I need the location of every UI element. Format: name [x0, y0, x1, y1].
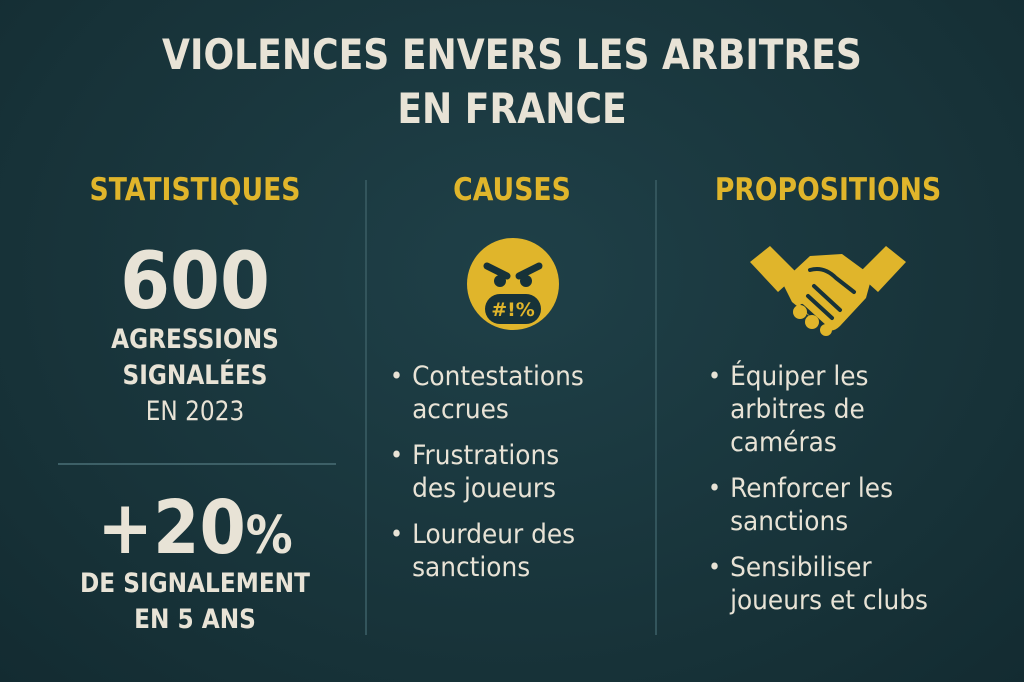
list-item: Renforcer les sanctions: [708, 472, 984, 538]
causes-list: Contestations accrues Frustrations des j…: [390, 360, 650, 597]
page-title: VIOLENCES ENVERS LES ARBITRES EN FRANCE: [72, 28, 953, 136]
handshake-icon: [748, 240, 908, 340]
proposition-2-line-1: Renforcer les: [730, 473, 894, 504]
cause-1-line-1: Contestations: [412, 361, 584, 392]
proposition-2-line-2: sanctions: [730, 506, 849, 537]
stat-aggressions-caption-line-3: EN 2023: [145, 396, 245, 427]
stat-increase-caption: DE SIGNALEMENT EN 5 ANS: [62, 566, 329, 638]
cause-2-line-2: des joueurs: [412, 473, 557, 504]
title-line-1: VIOLENCES ENVERS LES ARBITRES: [162, 30, 862, 79]
stat-aggressions-value: 600: [120, 237, 270, 327]
proposition-1-line-2: arbitres de: [730, 394, 865, 425]
causes-heading: CAUSES: [453, 172, 571, 208]
angry-face-icon: #!%: [465, 236, 561, 332]
cause-3-line-2: sanctions: [412, 552, 531, 583]
stat-increase-number: +20: [97, 485, 246, 571]
cause-3-line-1: Lourdeur des: [412, 519, 576, 550]
statistics-divider: [58, 463, 336, 465]
propositions-list: Équiper les arbitres de caméras Renforce…: [708, 360, 1008, 630]
stat-increase-value: +20%: [56, 488, 335, 576]
stat-aggressions-caption-line-2: SIGNALÉES: [122, 360, 268, 391]
stat-increase-caption-line-2: EN 5 ANS: [134, 604, 256, 635]
column-divider-2: [655, 180, 657, 635]
stat-increase-unit: %: [245, 506, 293, 566]
title-line-2: EN FRANCE: [397, 84, 627, 133]
proposition-3-line-1: Sensibiliser: [730, 552, 872, 583]
list-item: Contestations accrues: [390, 360, 629, 426]
proposition-1-line-3: caméras: [730, 427, 837, 458]
list-item: Sensibiliser joueurs et clubs: [708, 551, 984, 617]
stat-aggressions-caption-line-1: AGRESSIONS: [111, 324, 279, 355]
angry-face-symbols: #!%: [491, 299, 535, 321]
stat-aggressions-caption: AGRESSIONS SIGNALÉES EN 2023: [62, 322, 329, 430]
propositions-heading: PROPOSITIONS: [714, 172, 942, 208]
column-divider-1: [365, 180, 367, 635]
stat-increase-caption-line-1: DE SIGNALEMENT: [80, 568, 310, 599]
cause-2-line-1: Frustrations: [412, 440, 560, 471]
proposition-1-line-1: Équiper les: [730, 361, 869, 392]
statistics-heading: STATISTIQUES: [89, 172, 301, 208]
cause-1-line-2: accrues: [412, 394, 509, 425]
proposition-3-line-2: joueurs et clubs: [730, 585, 928, 616]
list-item: Lourdeur des sanctions: [390, 518, 629, 584]
list-item: Frustrations des joueurs: [390, 439, 629, 505]
list-item: Équiper les arbitres de caméras: [708, 360, 984, 459]
